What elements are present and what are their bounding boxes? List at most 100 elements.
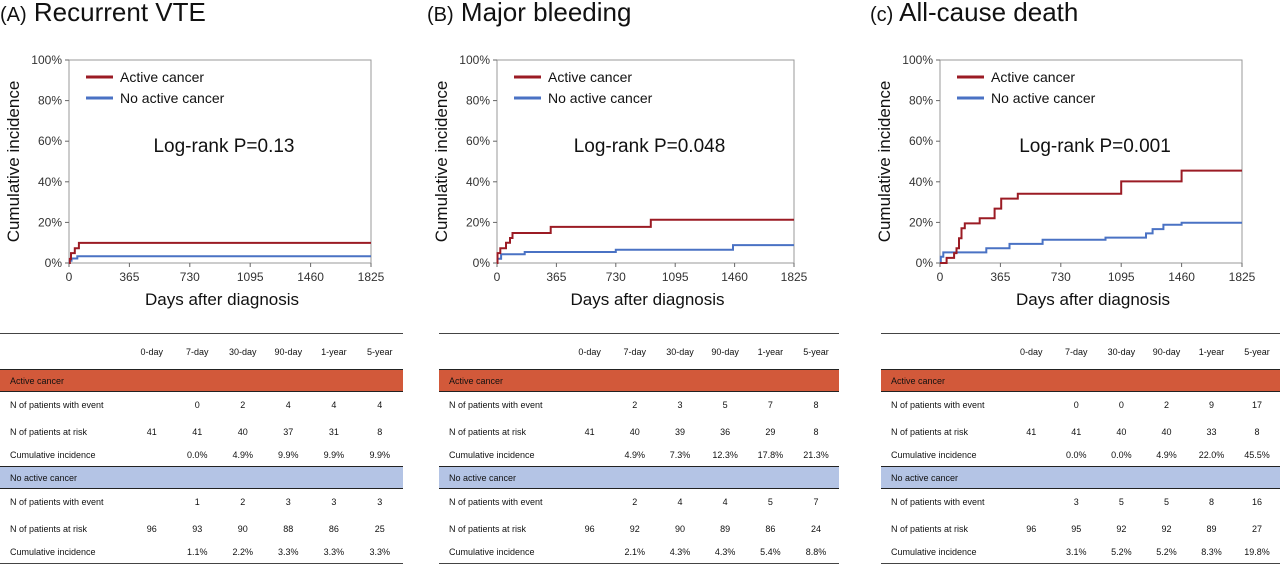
row-label: N of patients with event [449, 497, 543, 508]
row-label: Cumulative incidence [891, 450, 977, 461]
panel-letter: (A) [0, 4, 27, 26]
row-label: Cumulative incidence [10, 450, 96, 461]
no-active-cancer-band: No active cancer [439, 466, 839, 489]
table-cell: 45.5% [1244, 450, 1270, 461]
table-cell: 96 [1026, 523, 1037, 534]
table-cell: 86 [765, 523, 776, 534]
x-tick-label: 365 [990, 270, 1010, 284]
row-label: Cumulative incidence [891, 547, 977, 558]
plot-frame [68, 59, 372, 264]
table-cell: 90 [237, 523, 248, 534]
table-cell: 17.8% [757, 450, 784, 461]
table-cell [129, 489, 175, 516]
table-cell: 9.9% [278, 450, 299, 461]
table-cell: 40 [237, 426, 248, 437]
table-cell: 21.3% [803, 450, 829, 461]
cumulative-incidence-row: Cumulative incidence 1.1% 2.2% 3.3% 3.3% 3.3% [0, 542, 403, 564]
active-cancer-band: Active cancer [439, 369, 839, 392]
y-tick-label: 0% [473, 256, 491, 270]
y-tick-label: 100% [902, 53, 933, 67]
y-tick-label: 20% [909, 215, 933, 229]
y-axis-label: Cumulative incidence [4, 81, 23, 243]
table-header-row: 0-day 7-day 30-day 90-day 1-year 5-year [881, 333, 1280, 370]
group-label: Active cancer [881, 369, 1280, 392]
table-cell: 29 [765, 426, 776, 437]
events-row: N of patients with event 1 2 3 3 3 [0, 489, 403, 516]
x-tick-label: 0 [66, 270, 73, 284]
km-chart: 0% 20% 40% 60% 80% 100% 0 365 730 1095 1460 1825 Cum… [4, 53, 385, 309]
events-row: N of patients with event 0 2 4 4 4 [0, 392, 403, 419]
y-tick-label: 40% [38, 175, 62, 189]
y-axis-label: Cumulative incidence [432, 81, 451, 243]
cumulative-incidence-row: Cumulative incidence 4.9% 7.3% 12.3% 17.8% 21… [439, 445, 839, 467]
row-label: N of patients at risk [449, 426, 527, 437]
x-tick-label: 730 [1051, 270, 1071, 284]
column-header: 7-day [1065, 346, 1088, 357]
x-tick-label: 0 [937, 270, 944, 284]
column-header: 30-day [666, 346, 694, 357]
row-label: N of patients with event [449, 400, 543, 411]
y-tick-label: 60% [38, 134, 62, 148]
no-active-cancer-curve [68, 255, 371, 264]
at-risk-row: N of patients at risk 41 40 39 36 29 8 [439, 419, 839, 445]
table-cell: 7 [813, 497, 819, 508]
table-cell: 39 [674, 426, 685, 437]
table-cell [1009, 489, 1054, 516]
table-cell: 3 [285, 497, 291, 508]
y-tick-label: 80% [466, 94, 490, 108]
x-tick-label: 1825 [1229, 270, 1256, 284]
panel-title: (c) All-cause death [870, 0, 1078, 28]
header-blank [439, 334, 567, 370]
column-header: 7-day [623, 346, 647, 357]
header-blank [0, 334, 129, 370]
table-cell: 0 [194, 400, 200, 411]
table-cell: 2 [1163, 400, 1169, 411]
column-header: 90-day [1152, 346, 1181, 357]
table-cell: 2 [240, 400, 246, 411]
table-cell: 19.8% [1244, 547, 1270, 558]
table-cell: 9.9% [369, 450, 391, 461]
legend-label-active: Active cancer [120, 69, 204, 85]
table-cell: 0 [1118, 400, 1124, 411]
y-tick-label: 80% [909, 94, 933, 108]
table-cell: 7.3% [669, 450, 691, 461]
row-label: Cumulative incidence [449, 547, 535, 558]
table-cell: 41 [1026, 426, 1037, 437]
table-cell: 93 [192, 523, 203, 534]
x-tick-label: 1095 [662, 270, 689, 284]
row-label: N of patients at risk [449, 523, 527, 534]
table-cell: 1.1% [186, 547, 208, 558]
y-tick-label: 60% [909, 134, 933, 148]
table-cell: 3.3% [323, 547, 345, 558]
logrank-annotation: Log-rank P=0.13 [153, 136, 294, 157]
table-cell: 96 [146, 523, 157, 534]
active-cancer-curve [940, 169, 1242, 264]
cumulative-incidence-row: Cumulative incidence 2.1% 4.3% 4.3% 5.4% 8.8% [439, 542, 839, 564]
table-cell: 92 [1161, 523, 1172, 534]
table-cell: 27 [1252, 523, 1263, 534]
table-cell: 4.3% [714, 547, 736, 558]
table-cell: 9 [1209, 400, 1215, 411]
table-cell: 37 [283, 426, 294, 437]
table-cell: 95 [1071, 523, 1082, 534]
y-axis-label: Cumulative incidence [875, 81, 894, 243]
x-tick-label: 1825 [358, 270, 385, 284]
table-cell: 8.3% [1201, 547, 1222, 558]
table-cell: 40 [1161, 426, 1172, 437]
table-cell: 25 [374, 523, 385, 534]
y-tick-label: 100% [31, 53, 62, 67]
column-header: 90-day [711, 346, 739, 357]
column-header: 1-year [321, 346, 347, 357]
at-risk-row: N of patients at risk 96 93 90 88 86 25 [0, 516, 403, 542]
table-cell: 8 [813, 426, 819, 437]
table-cell: 1 [194, 497, 200, 508]
column-header: 1-year [757, 346, 784, 357]
table-cell: 22.0% [1198, 450, 1225, 461]
table-cell: 36 [720, 426, 731, 437]
row-label: N of patients at risk [10, 523, 88, 534]
panel-title-text: Recurrent VTE [33, 0, 206, 27]
table-cell: 4.3% [669, 547, 691, 558]
active-cancer-band: Active cancer [881, 369, 1280, 392]
table-cell [129, 542, 175, 564]
table-cell [1009, 542, 1054, 564]
